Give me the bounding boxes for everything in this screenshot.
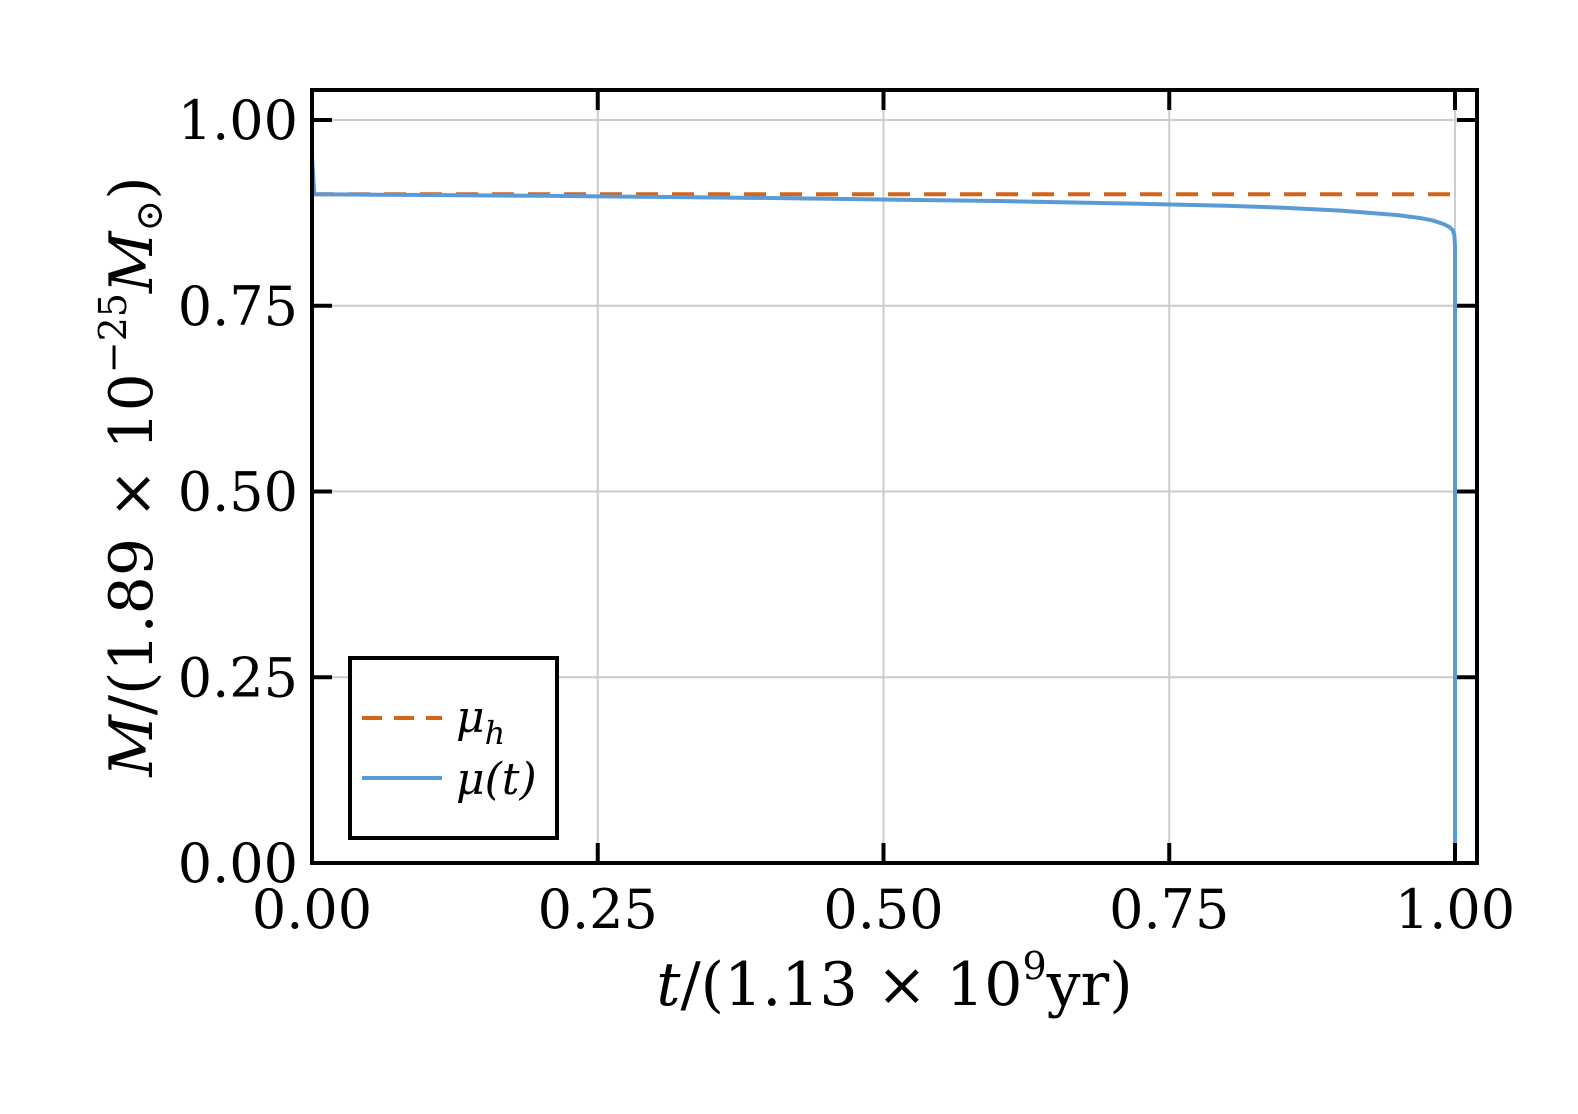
x-tick-label: 0.00 — [252, 878, 372, 941]
x-tick-label: 0.25 — [538, 878, 658, 941]
x-axis-label: t/(1.13 × 109yr) — [656, 944, 1132, 1020]
y-tick-label: 0.25 — [178, 646, 298, 709]
y-axis-label: M/(1.89 × 10−25M⊙) — [91, 176, 171, 777]
ticks — [310, 90, 1477, 865]
y-tick-label: 0.75 — [178, 275, 298, 338]
x-tick-label: 0.50 — [823, 878, 943, 941]
series-line-mu-t — [310, 120, 1457, 863]
y-tick-label: 0.00 — [178, 832, 298, 895]
series-layer — [310, 120, 1457, 863]
legend-box — [348, 656, 559, 840]
legend-label-mu-t: μ(t) — [456, 754, 537, 805]
plot-frame — [310, 88, 1479, 865]
x-tick-label: 1.00 — [1395, 878, 1515, 941]
legend-label-mu-h: μh — [456, 692, 505, 752]
x-tick-label: 0.75 — [1109, 878, 1229, 941]
tick-labels: 0.00 0.25 0.50 0.75 1.00 0.00 0.25 0.50 0.75 1.00 — [178, 89, 1515, 941]
y-tick-label: 0.50 — [178, 461, 298, 524]
legend: μh μ(t) — [348, 656, 559, 840]
y-tick-label: 1.00 — [178, 89, 298, 152]
